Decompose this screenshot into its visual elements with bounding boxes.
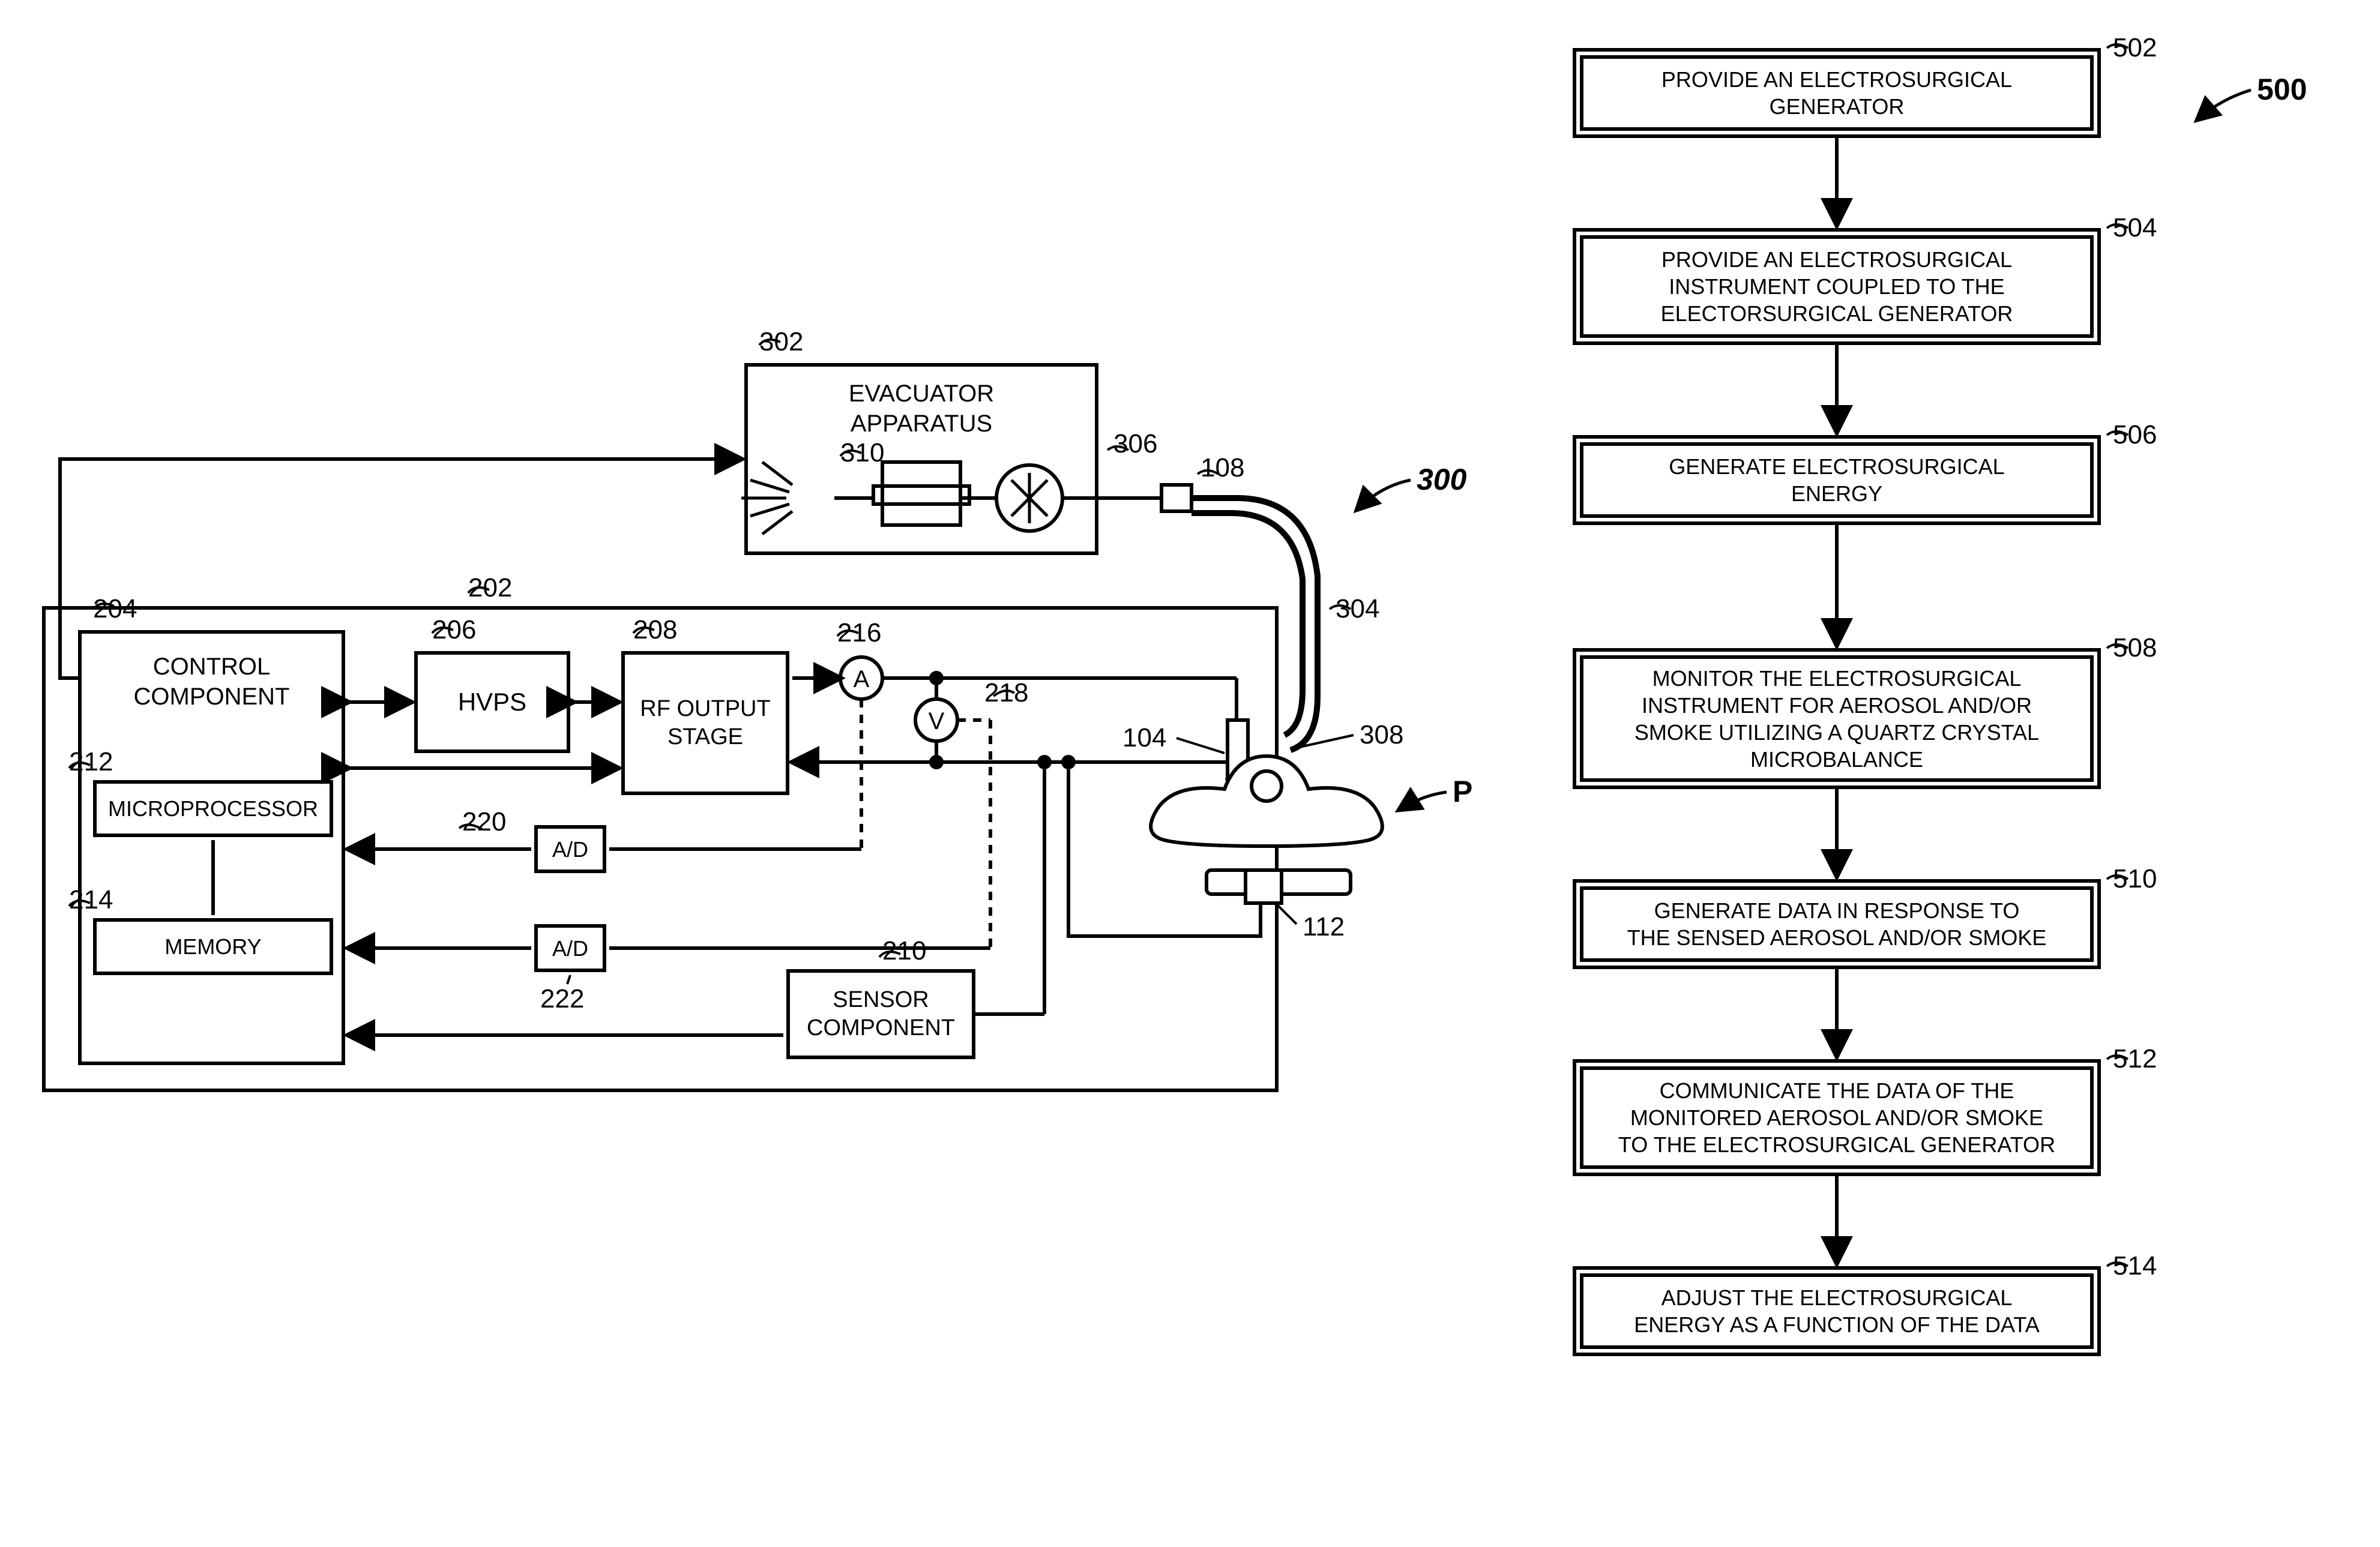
- ref-310: 310: [840, 438, 884, 468]
- memory: MEMORY: [93, 918, 333, 975]
- ref-104: 104: [1122, 723, 1166, 753]
- ad-222: A/D: [534, 924, 606, 972]
- ref-308: 308: [1360, 720, 1403, 750]
- control-title: CONTROLCOMPONENT: [82, 634, 342, 712]
- evacuator-apparatus: EVACUATORAPPARATUS: [744, 363, 1098, 555]
- ref-112: 112: [1303, 912, 1345, 942]
- flow-step-510: GENERATE DATA IN RESPONSE TOTHE SENSED A…: [1573, 879, 2101, 969]
- flow-step-508: MONITOR THE ELECTROSURGICALINSTRUMENT FO…: [1573, 648, 2101, 789]
- ref-214: 214: [69, 885, 113, 915]
- ref-P: P: [1453, 774, 1472, 809]
- ref-304: 304: [1336, 594, 1379, 624]
- ref-222: 222: [540, 984, 584, 1014]
- ref-302: 302: [759, 327, 803, 357]
- flow-step-504: PROVIDE AN ELECTROSURGICALINSTRUMENT COU…: [1573, 228, 2101, 345]
- ref-202: 202: [468, 573, 512, 603]
- ref-512: 512: [2113, 1044, 2157, 1074]
- ref-206: 206: [432, 615, 476, 645]
- ref-220: 220: [462, 807, 506, 837]
- ref-514: 514: [2113, 1251, 2157, 1281]
- ad-220: A/D: [534, 825, 606, 873]
- ref-510: 510: [2113, 864, 2157, 894]
- rf-output-stage: RF OUTPUTSTAGE: [621, 651, 789, 795]
- hvps: HVPS: [414, 651, 570, 753]
- ref-508: 508: [2113, 633, 2157, 663]
- ref-300: 300: [1417, 462, 1466, 497]
- control-component: CONTROLCOMPONENT: [78, 630, 345, 1065]
- sensor-component: SENSORCOMPONENT: [786, 969, 975, 1059]
- flow-step-514: ADJUST THE ELECTROSURGICALENERGY AS A FU…: [1573, 1266, 2101, 1356]
- flow-step-506: GENERATE ELECTROSURGICALENERGY: [1573, 435, 2101, 525]
- ref-212: 212: [69, 747, 113, 777]
- ref-204: 204: [93, 594, 137, 624]
- flow-step-512: COMMUNICATE THE DATA OF THEMONITORED AER…: [1573, 1059, 2101, 1176]
- ref-210: 210: [882, 936, 926, 966]
- ref-306: 306: [1113, 429, 1157, 459]
- ref-218: 218: [984, 678, 1028, 708]
- flow-step-502: PROVIDE AN ELECTROSURGICALGENERATOR: [1573, 48, 2101, 138]
- ref-506: 506: [2113, 420, 2157, 450]
- microprocessor: MICROPROCESSOR: [93, 780, 333, 837]
- ref-216: 216: [837, 618, 881, 648]
- ref-108: 108: [1201, 453, 1244, 483]
- ref-500: 500: [2257, 72, 2307, 107]
- ref-504: 504: [2113, 213, 2157, 243]
- ref-502: 502: [2113, 33, 2157, 63]
- ref-208: 208: [633, 615, 677, 645]
